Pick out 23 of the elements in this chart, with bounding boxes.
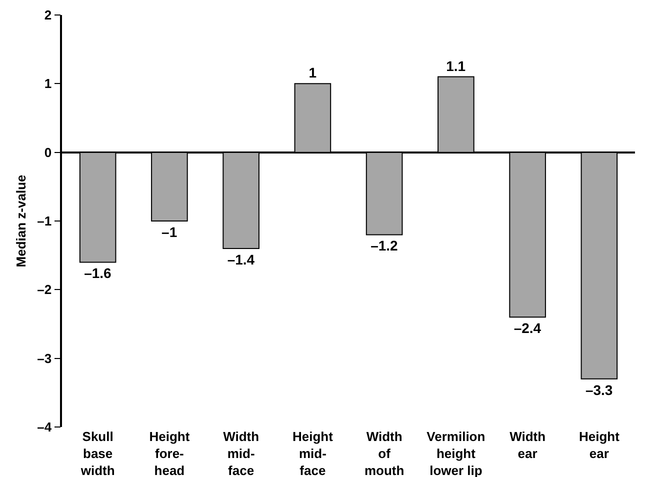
data-label: –1 <box>162 224 178 240</box>
x-tick-label: Width of mouth <box>364 429 404 477</box>
x-tick-label: Width mid- face <box>223 429 260 477</box>
x-tick-label: Height fore- head <box>149 429 190 477</box>
y-tick-label: 0 <box>44 144 52 160</box>
data-label: 1.1 <box>446 58 466 74</box>
x-tick-label: Height ear <box>578 429 620 461</box>
data-label: 1 <box>308 64 317 81</box>
y-axis-title: Median z-value <box>14 174 29 268</box>
x-tick-label: Height mid- face <box>292 429 334 477</box>
x-tick-label: Width ear <box>510 429 546 461</box>
data-label: –2.4 <box>514 320 542 336</box>
data-label: –3.3 <box>585 382 613 398</box>
y-tick-label: 2 <box>44 8 52 23</box>
y-tick-label: –2 <box>37 282 52 298</box>
x-tick-label: Skull base width <box>80 429 115 477</box>
data-label: –1.6 <box>84 265 112 282</box>
data-label: –1.2 <box>370 238 398 254</box>
y-tick-label: –3 <box>37 350 52 366</box>
y-tick-label: –4 <box>37 420 52 435</box>
data-label: –1.4 <box>227 251 255 268</box>
y-tick-label: –1 <box>37 214 52 229</box>
y-tick-label: 1 <box>44 76 52 92</box>
